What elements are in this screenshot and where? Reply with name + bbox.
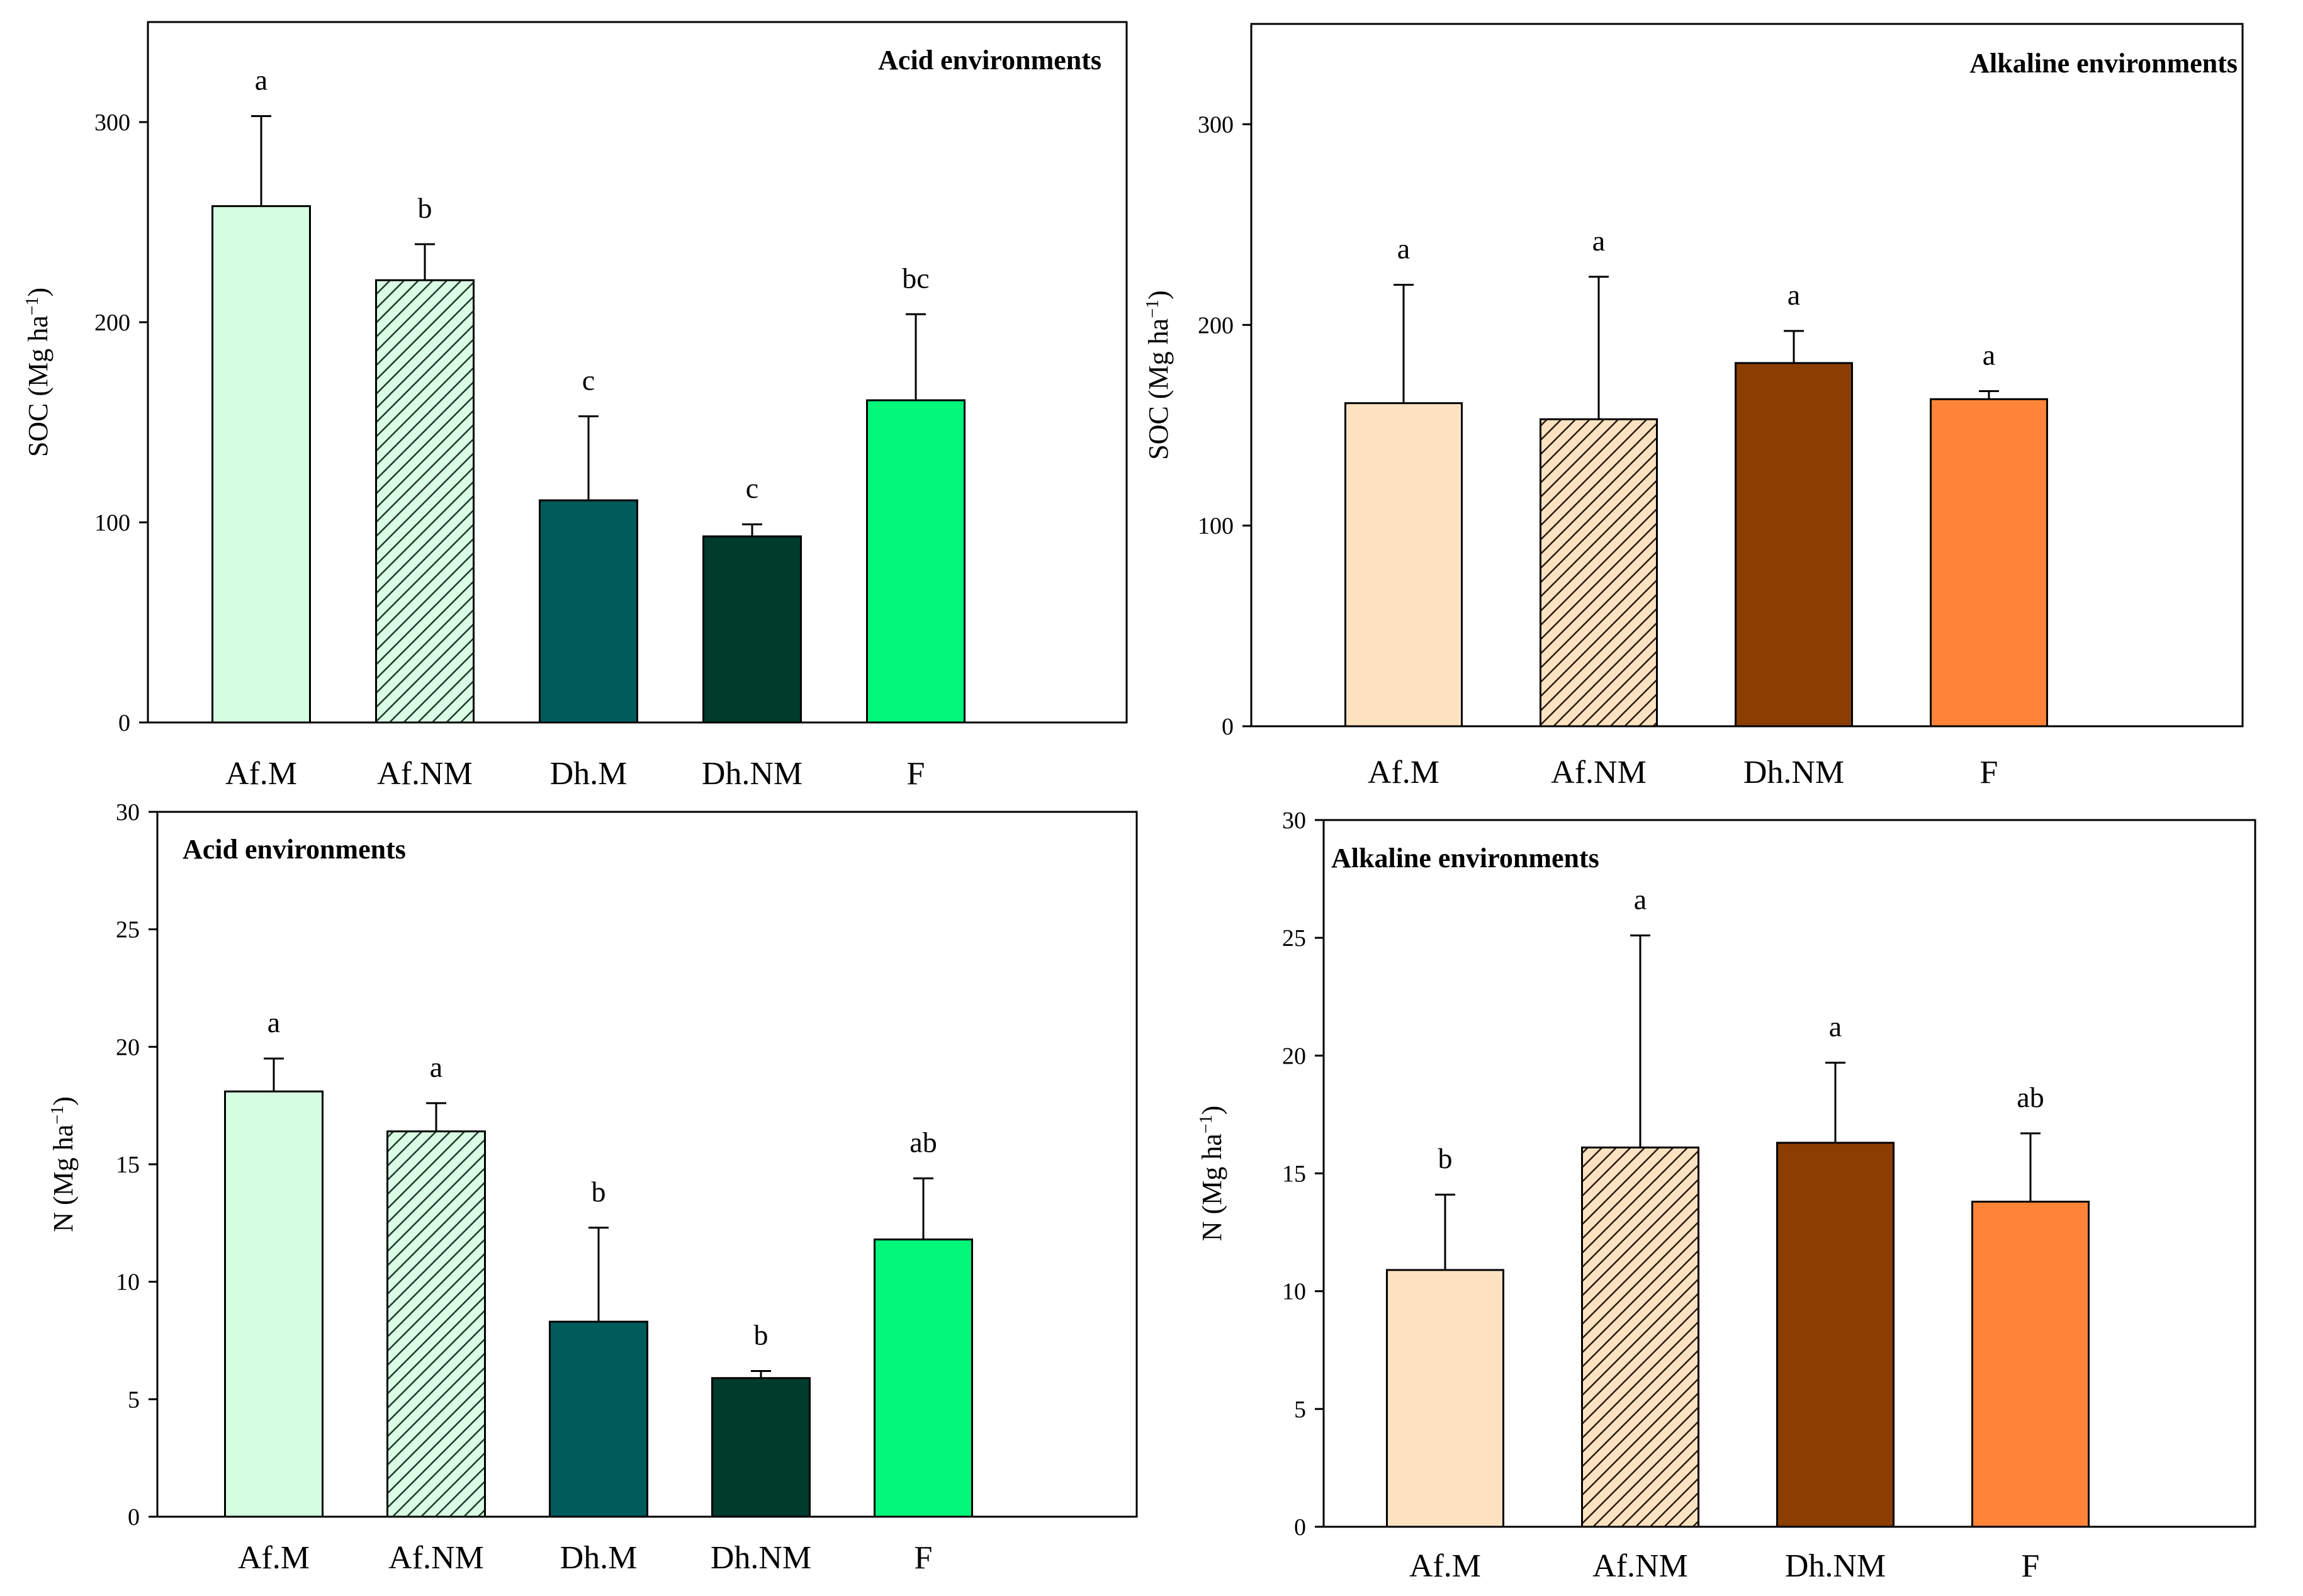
bar-af-nm	[386, 1130, 486, 1518]
bar-af-nm	[1581, 1146, 1699, 1528]
x-category-label: Af.M	[1409, 1548, 1481, 1584]
bar-f	[1971, 1200, 2090, 1528]
y-tick-label: 30	[1282, 807, 1306, 834]
x-category-label: Af.M	[238, 1540, 310, 1576]
significance-label: a	[255, 64, 267, 96]
y-tick-label: 0	[118, 710, 130, 736]
y-tick-label: 100	[94, 510, 130, 536]
significance-label: a	[1634, 883, 1647, 915]
y-axis-title-superscript: −1	[1143, 300, 1163, 318]
significance-label: a	[430, 1051, 442, 1083]
significance-label: b	[418, 192, 432, 224]
panel-title: Acid environments	[183, 834, 406, 865]
y-tick-label: 0	[1294, 1514, 1306, 1541]
y-axis-title-superscript: −1	[1197, 1115, 1216, 1133]
y-axis-title: SOC (Mg ha−1)	[23, 288, 54, 457]
panel-title: Alkaline environments	[1969, 48, 2238, 79]
significance-label: ab	[909, 1126, 937, 1158]
significance-label: c	[746, 472, 758, 504]
bar-af-nm	[375, 279, 475, 724]
y-axis-title: N (Mg ha−1)	[1197, 1106, 1228, 1242]
bar-dh-nm	[1735, 362, 1853, 728]
chart-panel-3: 0 5 10 15 20 25 30 N (Mg ha−1) Acid environments…	[48, 799, 1138, 1576]
bar-af-m	[224, 1090, 324, 1518]
bar-dh-nm	[1776, 1142, 1895, 1528]
bar-dh-m	[549, 1320, 648, 1518]
y-tick-label: 200	[94, 310, 130, 336]
x-category-label: F	[915, 1540, 933, 1576]
significance-label: a	[1788, 279, 1800, 311]
y-tick-label: 20	[116, 1034, 140, 1060]
y-tick-label: 10	[1282, 1279, 1306, 1305]
bar-f	[1930, 398, 2048, 728]
x-category-label: Dh.NM	[1785, 1548, 1886, 1584]
y-tick-label: 5	[128, 1386, 140, 1413]
significance-label: b	[754, 1319, 769, 1351]
x-category-label: Af.NM	[377, 756, 473, 792]
significance-label: b	[1438, 1142, 1453, 1174]
bar-dh-nm	[711, 1377, 811, 1518]
panel-title: Alkaline environments	[1331, 843, 1599, 874]
chart-panel-1: 0 100 200 300 SOC (Mg ha−1) Acid environments…	[23, 21, 1128, 792]
y-axis-title-superscript: −1	[48, 1106, 67, 1125]
bar-f	[866, 399, 966, 724]
x-category-label: F	[907, 756, 925, 792]
y-tick-label: 30	[116, 799, 140, 826]
significance-label: bc	[902, 262, 929, 294]
chart-panel-2: 0 100 200 300 SOC (Mg ha−1) Alkaline environm…	[1143, 23, 2244, 790]
y-tick-label: 300	[1198, 111, 1234, 138]
x-category-label: Dh.M	[550, 756, 628, 792]
x-category-label: Dh.NM	[711, 1540, 811, 1576]
significance-label: a	[1592, 225, 1605, 257]
y-axis-title: SOC (Mg ha−1)	[1143, 290, 1174, 459]
y-axis-title: N (Mg ha−1)	[48, 1096, 79, 1232]
y-tick-label: 5	[1294, 1396, 1306, 1423]
significance-label: b	[592, 1176, 606, 1208]
y-tick-label: 200	[1198, 312, 1234, 339]
bar-f	[874, 1238, 973, 1518]
panel-title: Acid environments	[878, 45, 1101, 76]
x-category-label: Af.M	[225, 756, 297, 792]
y-tick-label: 15	[1282, 1161, 1306, 1188]
x-category-label: F	[1980, 755, 1998, 790]
significance-label: a	[1983, 339, 1995, 371]
chart-panel-4: 0 5 10 15 20 25 30 N (Mg ha−1) Alkaline environm…	[1197, 807, 2256, 1584]
y-tick-label: 10	[116, 1269, 140, 1296]
x-category-label: Dh.NM	[702, 756, 802, 792]
x-category-label: Dh.NM	[1743, 755, 1844, 790]
bar-dh-m	[539, 499, 638, 724]
significance-label: a	[1397, 233, 1410, 265]
y-tick-label: 0	[128, 1504, 140, 1531]
bar-af-m	[1386, 1269, 1504, 1528]
y-tick-label: 15	[116, 1152, 140, 1178]
significance-label: c	[582, 364, 595, 396]
bar-af-nm	[1540, 418, 1658, 728]
y-tick-label: 20	[1282, 1043, 1306, 1069]
y-tick-label: 100	[1198, 513, 1234, 539]
x-category-label: Af.NM	[1592, 1548, 1688, 1584]
bar-af-m	[1344, 402, 1463, 728]
significance-label: a	[267, 1006, 280, 1038]
y-axis-title-superscript: −1	[23, 296, 42, 315]
x-category-label: Af.NM	[388, 1540, 484, 1576]
significance-label: ab	[2017, 1081, 2044, 1113]
x-category-label: Af.NM	[1551, 755, 1647, 790]
y-tick-label: 0	[1222, 714, 1234, 740]
x-category-label: F	[2022, 1548, 2040, 1584]
bar-dh-nm	[702, 535, 802, 724]
x-category-label: Af.M	[1368, 755, 1439, 790]
y-tick-label: 25	[116, 917, 140, 943]
y-tick-label: 25	[1282, 925, 1306, 952]
bar-af-m	[211, 205, 311, 724]
y-tick-label: 300	[94, 110, 130, 136]
significance-label: a	[1829, 1011, 1842, 1043]
x-category-label: Dh.M	[560, 1540, 638, 1576]
